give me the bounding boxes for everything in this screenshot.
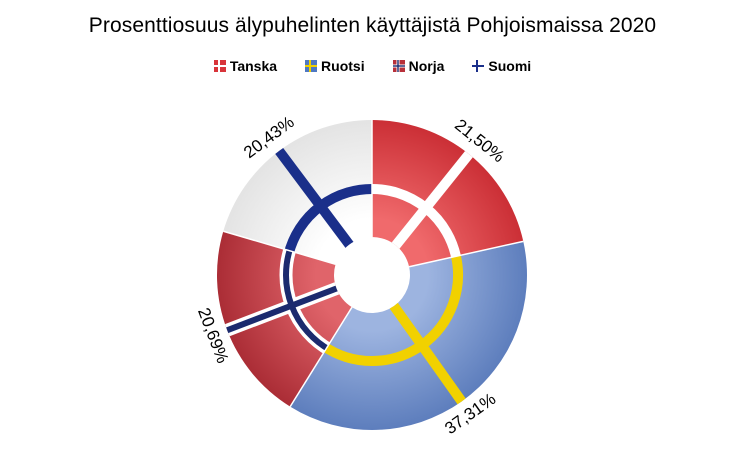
slice-norja[interactable] bbox=[217, 231, 352, 407]
legend-label: Suomi bbox=[488, 58, 532, 74]
slice-ruotsi[interactable] bbox=[290, 241, 527, 430]
legend-item-ruotsi[interactable]: Ruotsi bbox=[305, 58, 365, 74]
slice-suomi[interactable] bbox=[223, 120, 376, 265]
slice-separator bbox=[408, 240, 524, 268]
slice-tanska-cross bbox=[372, 147, 476, 262]
denmark-flag-icon bbox=[213, 60, 226, 72]
legend: Tanska Ruotsi Norja Suomi bbox=[0, 58, 745, 74]
slice-separator bbox=[289, 306, 353, 408]
legend-item-tanska[interactable]: Tanska bbox=[213, 58, 278, 74]
slice-norja-cross bbox=[221, 244, 343, 356]
legend-item-suomi[interactable]: Suomi bbox=[472, 58, 531, 74]
legend-item-norja[interactable]: Norja bbox=[392, 58, 445, 74]
norway-flag-icon bbox=[392, 60, 405, 72]
legend-label: Tanska bbox=[229, 58, 278, 74]
slice-tanska[interactable] bbox=[368, 120, 524, 267]
slice-ruotsi-cross bbox=[320, 250, 469, 408]
legend-label: Norja bbox=[408, 58, 445, 74]
chart-title: Prosenttiosuus älypuhelinten käyttäjistä… bbox=[88, 14, 657, 37]
slice-norja-field bbox=[217, 231, 352, 407]
legend-label: Ruotsi bbox=[321, 58, 365, 74]
sweden-flag-icon bbox=[305, 60, 318, 72]
slice-ruotsi-field bbox=[290, 241, 527, 430]
slice-separator bbox=[223, 230, 336, 265]
finland-flag-icon bbox=[472, 60, 485, 72]
slice-suomi-cross bbox=[272, 144, 372, 257]
